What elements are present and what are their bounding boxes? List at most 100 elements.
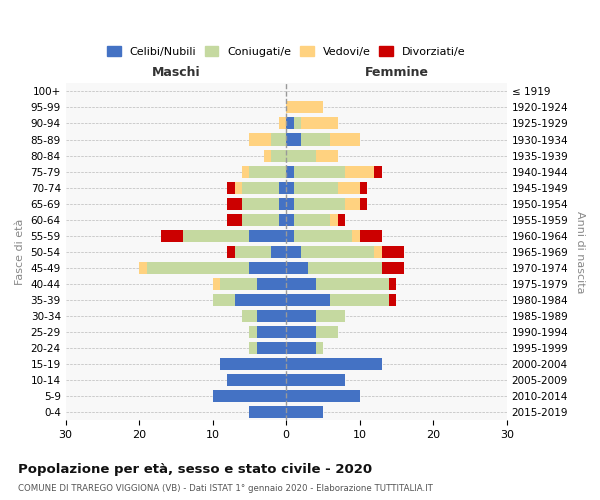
Bar bbox=[212, 278, 220, 290]
Bar bbox=[242, 166, 250, 177]
Bar bbox=[316, 310, 345, 322]
Bar bbox=[250, 262, 286, 274]
Bar bbox=[286, 246, 301, 258]
Bar bbox=[360, 230, 382, 242]
Bar bbox=[257, 278, 286, 290]
Bar bbox=[227, 214, 242, 226]
Bar bbox=[227, 198, 242, 209]
Bar bbox=[301, 118, 338, 130]
Bar bbox=[286, 198, 293, 209]
Bar bbox=[293, 214, 331, 226]
Bar bbox=[242, 310, 257, 322]
Bar bbox=[279, 198, 286, 209]
Bar bbox=[235, 294, 286, 306]
Bar bbox=[235, 246, 271, 258]
Bar bbox=[293, 166, 345, 177]
Bar bbox=[271, 134, 286, 145]
Bar bbox=[286, 310, 316, 322]
Bar bbox=[227, 246, 235, 258]
Bar bbox=[257, 326, 286, 338]
Bar bbox=[286, 166, 293, 177]
Bar bbox=[286, 150, 316, 162]
Bar bbox=[250, 134, 271, 145]
Bar bbox=[220, 358, 286, 370]
Bar bbox=[286, 230, 293, 242]
Bar bbox=[301, 246, 374, 258]
Bar bbox=[242, 198, 279, 209]
Bar bbox=[139, 262, 146, 274]
Y-axis label: Fasce di età: Fasce di età bbox=[15, 218, 25, 285]
Bar bbox=[264, 150, 271, 162]
Bar bbox=[374, 166, 382, 177]
Bar bbox=[250, 342, 257, 354]
Bar bbox=[286, 278, 316, 290]
Bar bbox=[301, 134, 331, 145]
Bar bbox=[279, 182, 286, 194]
Bar bbox=[389, 294, 397, 306]
Bar bbox=[286, 326, 316, 338]
Bar bbox=[271, 246, 286, 258]
Bar bbox=[286, 182, 293, 194]
Text: Femmine: Femmine bbox=[364, 66, 428, 78]
Bar bbox=[293, 182, 338, 194]
Legend: Celibi/Nubili, Coniugati/e, Vedovi/e, Divorziati/e: Celibi/Nubili, Coniugati/e, Vedovi/e, Di… bbox=[103, 42, 469, 62]
Bar bbox=[316, 150, 338, 162]
Bar bbox=[279, 118, 286, 130]
Bar bbox=[242, 214, 279, 226]
Bar bbox=[286, 134, 301, 145]
Bar bbox=[257, 310, 286, 322]
Bar bbox=[338, 182, 360, 194]
Bar bbox=[293, 230, 352, 242]
Bar bbox=[161, 230, 183, 242]
Bar bbox=[286, 294, 331, 306]
Bar bbox=[286, 390, 360, 402]
Bar bbox=[286, 374, 345, 386]
Bar bbox=[286, 358, 382, 370]
Bar bbox=[257, 342, 286, 354]
Bar bbox=[308, 262, 382, 274]
Bar bbox=[345, 198, 360, 209]
Bar bbox=[360, 198, 367, 209]
Bar bbox=[220, 278, 257, 290]
Bar bbox=[293, 118, 301, 130]
Bar bbox=[286, 102, 323, 114]
Bar bbox=[250, 326, 257, 338]
Text: COMUNE DI TRAREGO VIGGIONA (VB) - Dati ISTAT 1° gennaio 2020 - Elaborazione TUTT: COMUNE DI TRAREGO VIGGIONA (VB) - Dati I… bbox=[18, 484, 433, 493]
Bar bbox=[279, 214, 286, 226]
Bar bbox=[250, 166, 286, 177]
Bar bbox=[331, 294, 389, 306]
Bar bbox=[331, 134, 360, 145]
Bar bbox=[352, 230, 360, 242]
Text: Popolazione per età, sesso e stato civile - 2020: Popolazione per età, sesso e stato civil… bbox=[18, 462, 372, 475]
Bar bbox=[212, 390, 286, 402]
Bar bbox=[316, 278, 389, 290]
Bar bbox=[286, 118, 293, 130]
Bar bbox=[227, 182, 235, 194]
Bar bbox=[242, 182, 279, 194]
Bar bbox=[345, 166, 374, 177]
Bar bbox=[382, 262, 404, 274]
Bar bbox=[286, 262, 308, 274]
Bar bbox=[331, 214, 338, 226]
Bar bbox=[146, 262, 250, 274]
Bar bbox=[250, 406, 286, 418]
Bar bbox=[271, 150, 286, 162]
Bar bbox=[227, 374, 286, 386]
Bar bbox=[360, 182, 367, 194]
Bar bbox=[250, 230, 286, 242]
Bar bbox=[382, 246, 404, 258]
Bar bbox=[293, 198, 345, 209]
Bar bbox=[374, 246, 382, 258]
Bar bbox=[316, 342, 323, 354]
Bar bbox=[286, 214, 293, 226]
Bar bbox=[389, 278, 397, 290]
Bar bbox=[316, 326, 338, 338]
Text: Maschi: Maschi bbox=[152, 66, 200, 78]
Bar bbox=[183, 230, 250, 242]
Bar bbox=[286, 406, 323, 418]
Bar bbox=[338, 214, 345, 226]
Y-axis label: Anni di nascita: Anni di nascita bbox=[575, 210, 585, 293]
Bar bbox=[235, 182, 242, 194]
Bar bbox=[212, 294, 235, 306]
Bar bbox=[286, 342, 316, 354]
